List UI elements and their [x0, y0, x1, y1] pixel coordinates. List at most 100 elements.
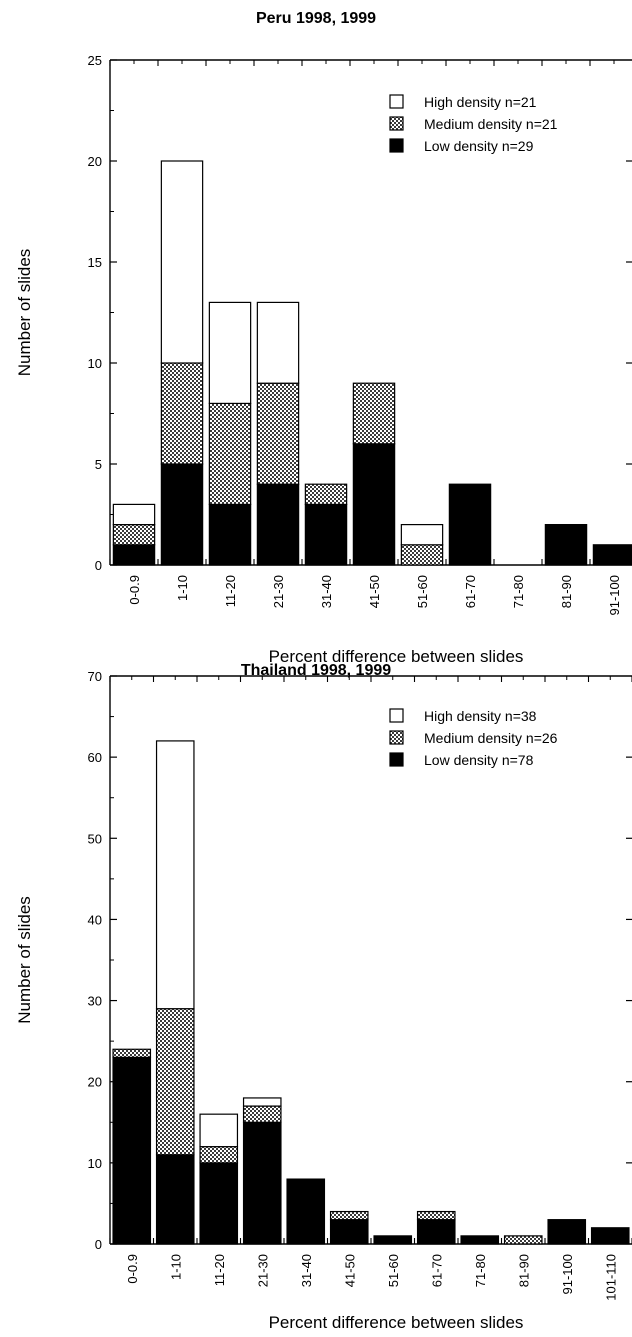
bar-segment-solid: [448, 483, 492, 566]
y-tick-label: 40: [88, 912, 102, 927]
bar-segment-hatched: [256, 382, 300, 485]
bar-segment-hatched: [352, 382, 396, 445]
chart-title: Peru 1998, 1999: [255, 10, 377, 27]
x-tick-label: 71-80: [473, 1254, 488, 1287]
bar-segment-solid: [199, 1162, 239, 1245]
y-tick-label: 15: [88, 255, 102, 270]
x-tick-label: 91-100: [560, 1254, 575, 1294]
bar-segment-solid: [160, 463, 204, 566]
bar-segment-solid: [329, 1219, 369, 1245]
chart-title: Thailand 1998, 1999: [240, 662, 392, 679]
bar-segment-hatched: [112, 523, 156, 546]
bar-segment-solid: [242, 1121, 282, 1245]
legend-swatch-hatched: [389, 730, 404, 745]
legend-swatch-solid: [389, 138, 404, 153]
y-tick-label: 70: [88, 669, 102, 684]
bar-segment-hatched: [329, 1210, 369, 1221]
bar-segment-solid: [112, 1056, 152, 1245]
peru-chart-panel: Peru 1998, 1999 0 5 10 15 20 25 0-0.9 1-10 11-20…: [0, 0, 632, 668]
y-tick-label: 30: [88, 994, 102, 1009]
y-tick-label: 20: [88, 1075, 102, 1090]
bar-segment-solid: [304, 503, 348, 566]
x-tick-label: 41-50: [342, 1254, 357, 1287]
x-tick-label: 11-20: [223, 575, 238, 607]
y-tick-label: 60: [88, 750, 102, 765]
x-tick-label: 81-90: [516, 1254, 531, 1287]
bar-segment-open: [160, 160, 204, 364]
bar-segment-solid: [256, 483, 300, 566]
y-tick-label: 25: [88, 53, 102, 68]
bar-segment-hatched: [304, 483, 348, 506]
x-tick-label: 51-60: [415, 575, 430, 608]
bar-segment-hatched: [416, 1210, 456, 1221]
bar-segment-open: [400, 523, 444, 546]
bar-segment-solid: [590, 1227, 630, 1245]
x-tick-label: 71-80: [511, 575, 526, 608]
x-tick-label: 21-30: [271, 575, 286, 608]
x-tick-label: 41-50: [367, 575, 382, 608]
x-tick-label: 81-90: [559, 575, 574, 608]
x-tick-label: 1-10: [168, 1254, 183, 1280]
y-axis-title: Number of slides: [15, 896, 34, 1024]
bar-segment-hatched: [242, 1105, 282, 1123]
legend-swatch-hatched: [389, 116, 404, 131]
x-tick-label: 101-110: [603, 1254, 618, 1301]
bar-segment-hatched: [400, 544, 444, 566]
bar-segment-hatched: [503, 1235, 543, 1245]
thailand-chart-svg: 0 10 20 30 40 50 60 70 0-0.9 1-10 11-20 21-30 31-40 4…: [15, 669, 632, 1332]
legend-label: Low density n=29: [424, 138, 534, 154]
x-tick-label: 91-100: [607, 575, 622, 615]
bar-segment-solid: [544, 523, 588, 566]
legend-label: Low density n=78: [424, 752, 534, 768]
x-tick-label: 11-20: [212, 1254, 227, 1286]
y-tick-label: 0: [95, 1237, 102, 1252]
bar-segment-open: [208, 301, 252, 404]
bar-segment-open: [199, 1113, 239, 1148]
bar-segment-open: [155, 740, 195, 1010]
x-tick-label: 21-30: [255, 1254, 270, 1287]
legend-label: High density n=38: [424, 708, 537, 724]
legend-swatch-open: [389, 94, 404, 109]
legend-swatch-solid: [389, 752, 404, 767]
bar-segment-hatched: [155, 1008, 195, 1156]
bar-segment-solid: [592, 544, 632, 566]
legend-label: High density n=21: [424, 94, 537, 110]
bar-segment-solid: [155, 1154, 195, 1245]
bar-segment-open: [256, 301, 300, 384]
x-tick-label: 1-10: [175, 575, 190, 601]
x-tick-label: 61-70: [429, 1254, 444, 1287]
bar-segment-hatched: [160, 362, 204, 465]
x-tick-label: 0-0.9: [125, 1254, 140, 1284]
y-tick-label: 5: [95, 457, 102, 472]
bar-segment-solid: [208, 503, 252, 566]
bar-segment-hatched: [199, 1146, 239, 1164]
bar-segment-solid: [373, 1235, 413, 1245]
bar-segment-solid: [547, 1219, 587, 1245]
y-tick-label: 20: [88, 154, 102, 169]
y-tick-label: 0: [95, 558, 102, 573]
bar-segment-solid: [112, 544, 156, 566]
x-tick-label: 61-70: [463, 575, 478, 608]
x-axis-title: Percent difference between slides: [269, 1313, 524, 1332]
x-tick-label: 0-0.9: [127, 575, 142, 605]
bar-segment-hatched: [112, 1048, 152, 1058]
bar-segment-solid: [460, 1235, 500, 1245]
y-tick-label: 10: [88, 1156, 102, 1171]
legend-swatch-open: [389, 708, 404, 723]
bar-segment-solid: [352, 443, 396, 566]
bar-segment-hatched: [208, 402, 252, 505]
peru-chart-svg: 0 5 10 15 20 25 0-0.9 1-10 11-20 21-30 31-40 41-50 5…: [15, 53, 632, 666]
x-tick-label: 31-40: [299, 1254, 314, 1287]
thailand-chart-panel: Thailand 1998, 1999 0 10 20 30 40 50 60 70 0-0.9…: [0, 662, 632, 1337]
bar-segment-solid: [416, 1219, 456, 1245]
x-tick-label: 51-60: [386, 1254, 401, 1287]
x-axis-title: Percent difference between slides: [269, 647, 524, 666]
y-tick-label: 10: [88, 356, 102, 371]
bar-segment-solid: [286, 1178, 326, 1245]
x-tick-label: 31-40: [319, 575, 334, 608]
y-tick-label: 50: [88, 831, 102, 846]
legend-label: Medium density n=21: [424, 116, 558, 132]
bar-segment-open: [242, 1097, 282, 1107]
y-axis-title: Number of slides: [15, 249, 34, 377]
bar-segment-open: [112, 503, 156, 526]
